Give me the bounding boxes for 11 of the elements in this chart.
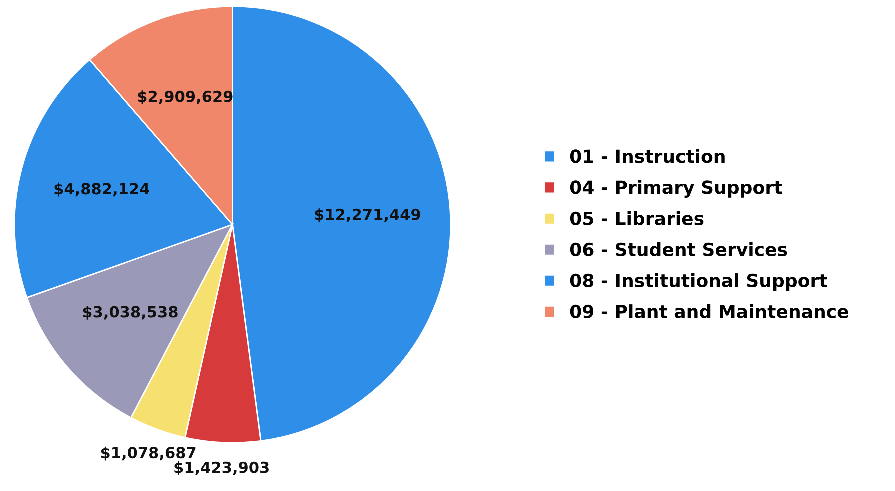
data-label: $4,882,124	[54, 182, 150, 197]
data-label: $1,423,903	[174, 462, 269, 476]
data-label: $12,271,449	[315, 208, 420, 222]
data-label: $1,078,687	[101, 446, 196, 461]
legend-label: 08 - Institutional Support	[570, 274, 828, 292]
legend-label: 09 - Plant and Maintenance	[570, 304, 848, 319]
legend-label: 04 - Primary Support	[570, 180, 782, 198]
legend-label: 01 - Instruction	[570, 149, 725, 164]
legend-label: 05 - Libraries	[570, 212, 704, 226]
legend-label: 06 - Student Services	[570, 242, 788, 256]
data-label: $3,038,538	[83, 306, 178, 320]
